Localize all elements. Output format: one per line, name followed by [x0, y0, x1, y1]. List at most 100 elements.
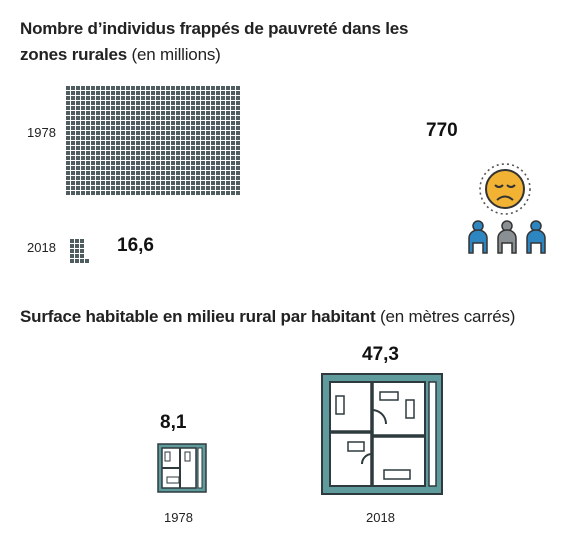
unit-square [181, 161, 185, 165]
unit-square [121, 131, 125, 135]
unit-square [91, 146, 95, 150]
unit-square [131, 111, 135, 115]
unit-square [211, 166, 215, 170]
unit-square [136, 91, 140, 95]
unit-square [231, 106, 235, 110]
housing-value-1978: 8,1 [160, 412, 187, 433]
unit-square [81, 126, 85, 130]
unit-square [111, 166, 115, 170]
housing-year-2018: 2018 [366, 510, 395, 525]
unit-square [196, 116, 200, 120]
unit-square [91, 91, 95, 95]
unit-square [111, 171, 115, 175]
unit-square [136, 151, 140, 155]
unit-square [131, 131, 135, 135]
unit-square [231, 91, 235, 95]
unit-square [236, 106, 240, 110]
unit-square [181, 116, 185, 120]
unit-square [216, 176, 220, 180]
unit-square [161, 151, 165, 155]
sad-face [485, 169, 525, 209]
unit-square [176, 96, 180, 100]
unit-square [75, 239, 79, 243]
unit-square [136, 131, 140, 135]
unit-square [166, 106, 170, 110]
unit-square [81, 131, 85, 135]
unit-square [91, 101, 95, 105]
unit-square [226, 111, 230, 115]
unit-square [80, 259, 84, 263]
unit-square [221, 191, 225, 195]
unit-square [136, 141, 140, 145]
unit-square [216, 126, 220, 130]
unit-square [201, 126, 205, 130]
unit-square [171, 181, 175, 185]
unit-square [101, 131, 105, 135]
unit-square [141, 126, 145, 130]
unit-square [136, 101, 140, 105]
unit-square [81, 116, 85, 120]
unit-square [156, 161, 160, 165]
unit-square [196, 181, 200, 185]
unit-square [101, 91, 105, 95]
unit-square [111, 191, 115, 195]
unit-square [66, 106, 70, 110]
unit-square [136, 191, 140, 195]
sun-ring [479, 163, 531, 215]
unit-square [216, 151, 220, 155]
unit-square [161, 141, 165, 145]
housing-value-2018: 47,3 [362, 344, 399, 365]
unit-square [136, 161, 140, 165]
unit-square [116, 106, 120, 110]
unit-square [176, 166, 180, 170]
unit-square [81, 111, 85, 115]
unit-square [201, 156, 205, 160]
unit-square [141, 106, 145, 110]
unit-square [236, 101, 240, 105]
unit-square [86, 151, 90, 155]
unit-square [111, 91, 115, 95]
unit-square [156, 111, 160, 115]
unit-square [236, 166, 240, 170]
unit-square [166, 126, 170, 130]
unit-square [191, 111, 195, 115]
unit-square [181, 186, 185, 190]
unit-square [191, 136, 195, 140]
unit-square [191, 131, 195, 135]
unit-square [196, 141, 200, 145]
unit-square [91, 176, 95, 180]
unit-square [161, 156, 165, 160]
unit-square [111, 126, 115, 130]
unit-square [96, 131, 100, 135]
unit-square [71, 146, 75, 150]
unit-square [76, 131, 80, 135]
unit-square [176, 126, 180, 130]
unit-square [221, 131, 225, 135]
unit-square [151, 96, 155, 100]
unit-square [151, 166, 155, 170]
unit-square [126, 86, 130, 90]
unit-square [221, 126, 225, 130]
unit-square [206, 186, 210, 190]
unit-square [231, 96, 235, 100]
unit-square [191, 106, 195, 110]
unit-square [121, 151, 125, 155]
unit-square [86, 136, 90, 140]
unit-square [236, 146, 240, 150]
unit-square [231, 116, 235, 120]
unit-square [71, 116, 75, 120]
unit-square [101, 181, 105, 185]
unit-square [126, 126, 130, 130]
housing-title-unit: (en mètres carrés) [379, 307, 516, 326]
unit-square [171, 166, 175, 170]
unit-square [236, 116, 240, 120]
unit-square [231, 166, 235, 170]
unit-square [171, 101, 175, 105]
unit-square [156, 181, 160, 185]
unit-square [166, 136, 170, 140]
unit-square [166, 161, 170, 165]
unit-square [161, 96, 165, 100]
unit-square [131, 116, 135, 120]
unit-square [86, 121, 90, 125]
unit-square [181, 181, 185, 185]
